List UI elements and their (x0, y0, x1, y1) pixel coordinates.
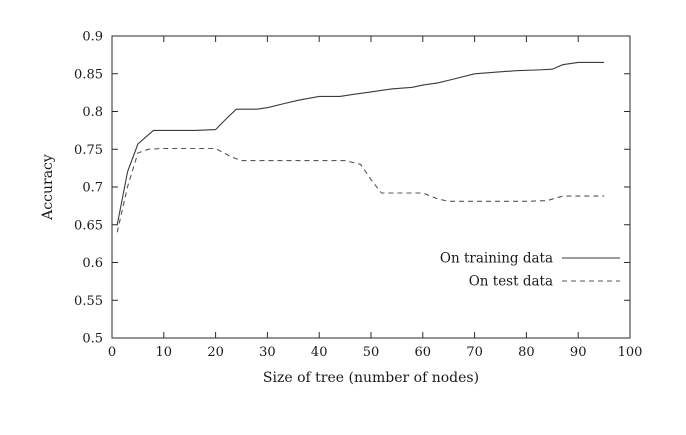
x-tick-label: 70 (466, 345, 483, 360)
x-tick-label: 80 (518, 345, 535, 360)
x-tick-label: 40 (311, 345, 328, 360)
x-tick-label: 0 (108, 345, 116, 360)
y-tick-label: 0.85 (74, 67, 103, 82)
y-tick-label: 0.9 (82, 30, 103, 45)
x-tick-label: 30 (259, 345, 276, 360)
y-tick-label: 0.8 (82, 105, 103, 120)
y-axis-title: Accuracy (40, 154, 56, 221)
legend-label-training: On training data (440, 251, 553, 267)
y-tick-label: 0.6 (82, 256, 103, 271)
y-tick-label: 0.55 (74, 294, 103, 309)
x-tick-label: 20 (207, 345, 224, 360)
legend-label-test: On test data (469, 274, 553, 290)
x-tick-label: 100 (618, 345, 643, 360)
x-tick-label: 10 (156, 345, 173, 360)
y-tick-label: 0.7 (82, 181, 103, 196)
y-tick-label: 0.5 (82, 332, 103, 347)
test-data-series-line (116, 147, 605, 233)
x-axis-title: Size of tree (number of nodes) (263, 370, 479, 386)
y-tick-label: 0.65 (74, 218, 103, 233)
x-tick-label: 50 (363, 345, 380, 360)
x-tick-label: 90 (570, 345, 587, 360)
x-tick-label: 60 (415, 345, 432, 360)
training-data-series-line (116, 61, 605, 225)
axis-box (111, 35, 631, 339)
y-tick-label: 0.75 (74, 143, 103, 158)
